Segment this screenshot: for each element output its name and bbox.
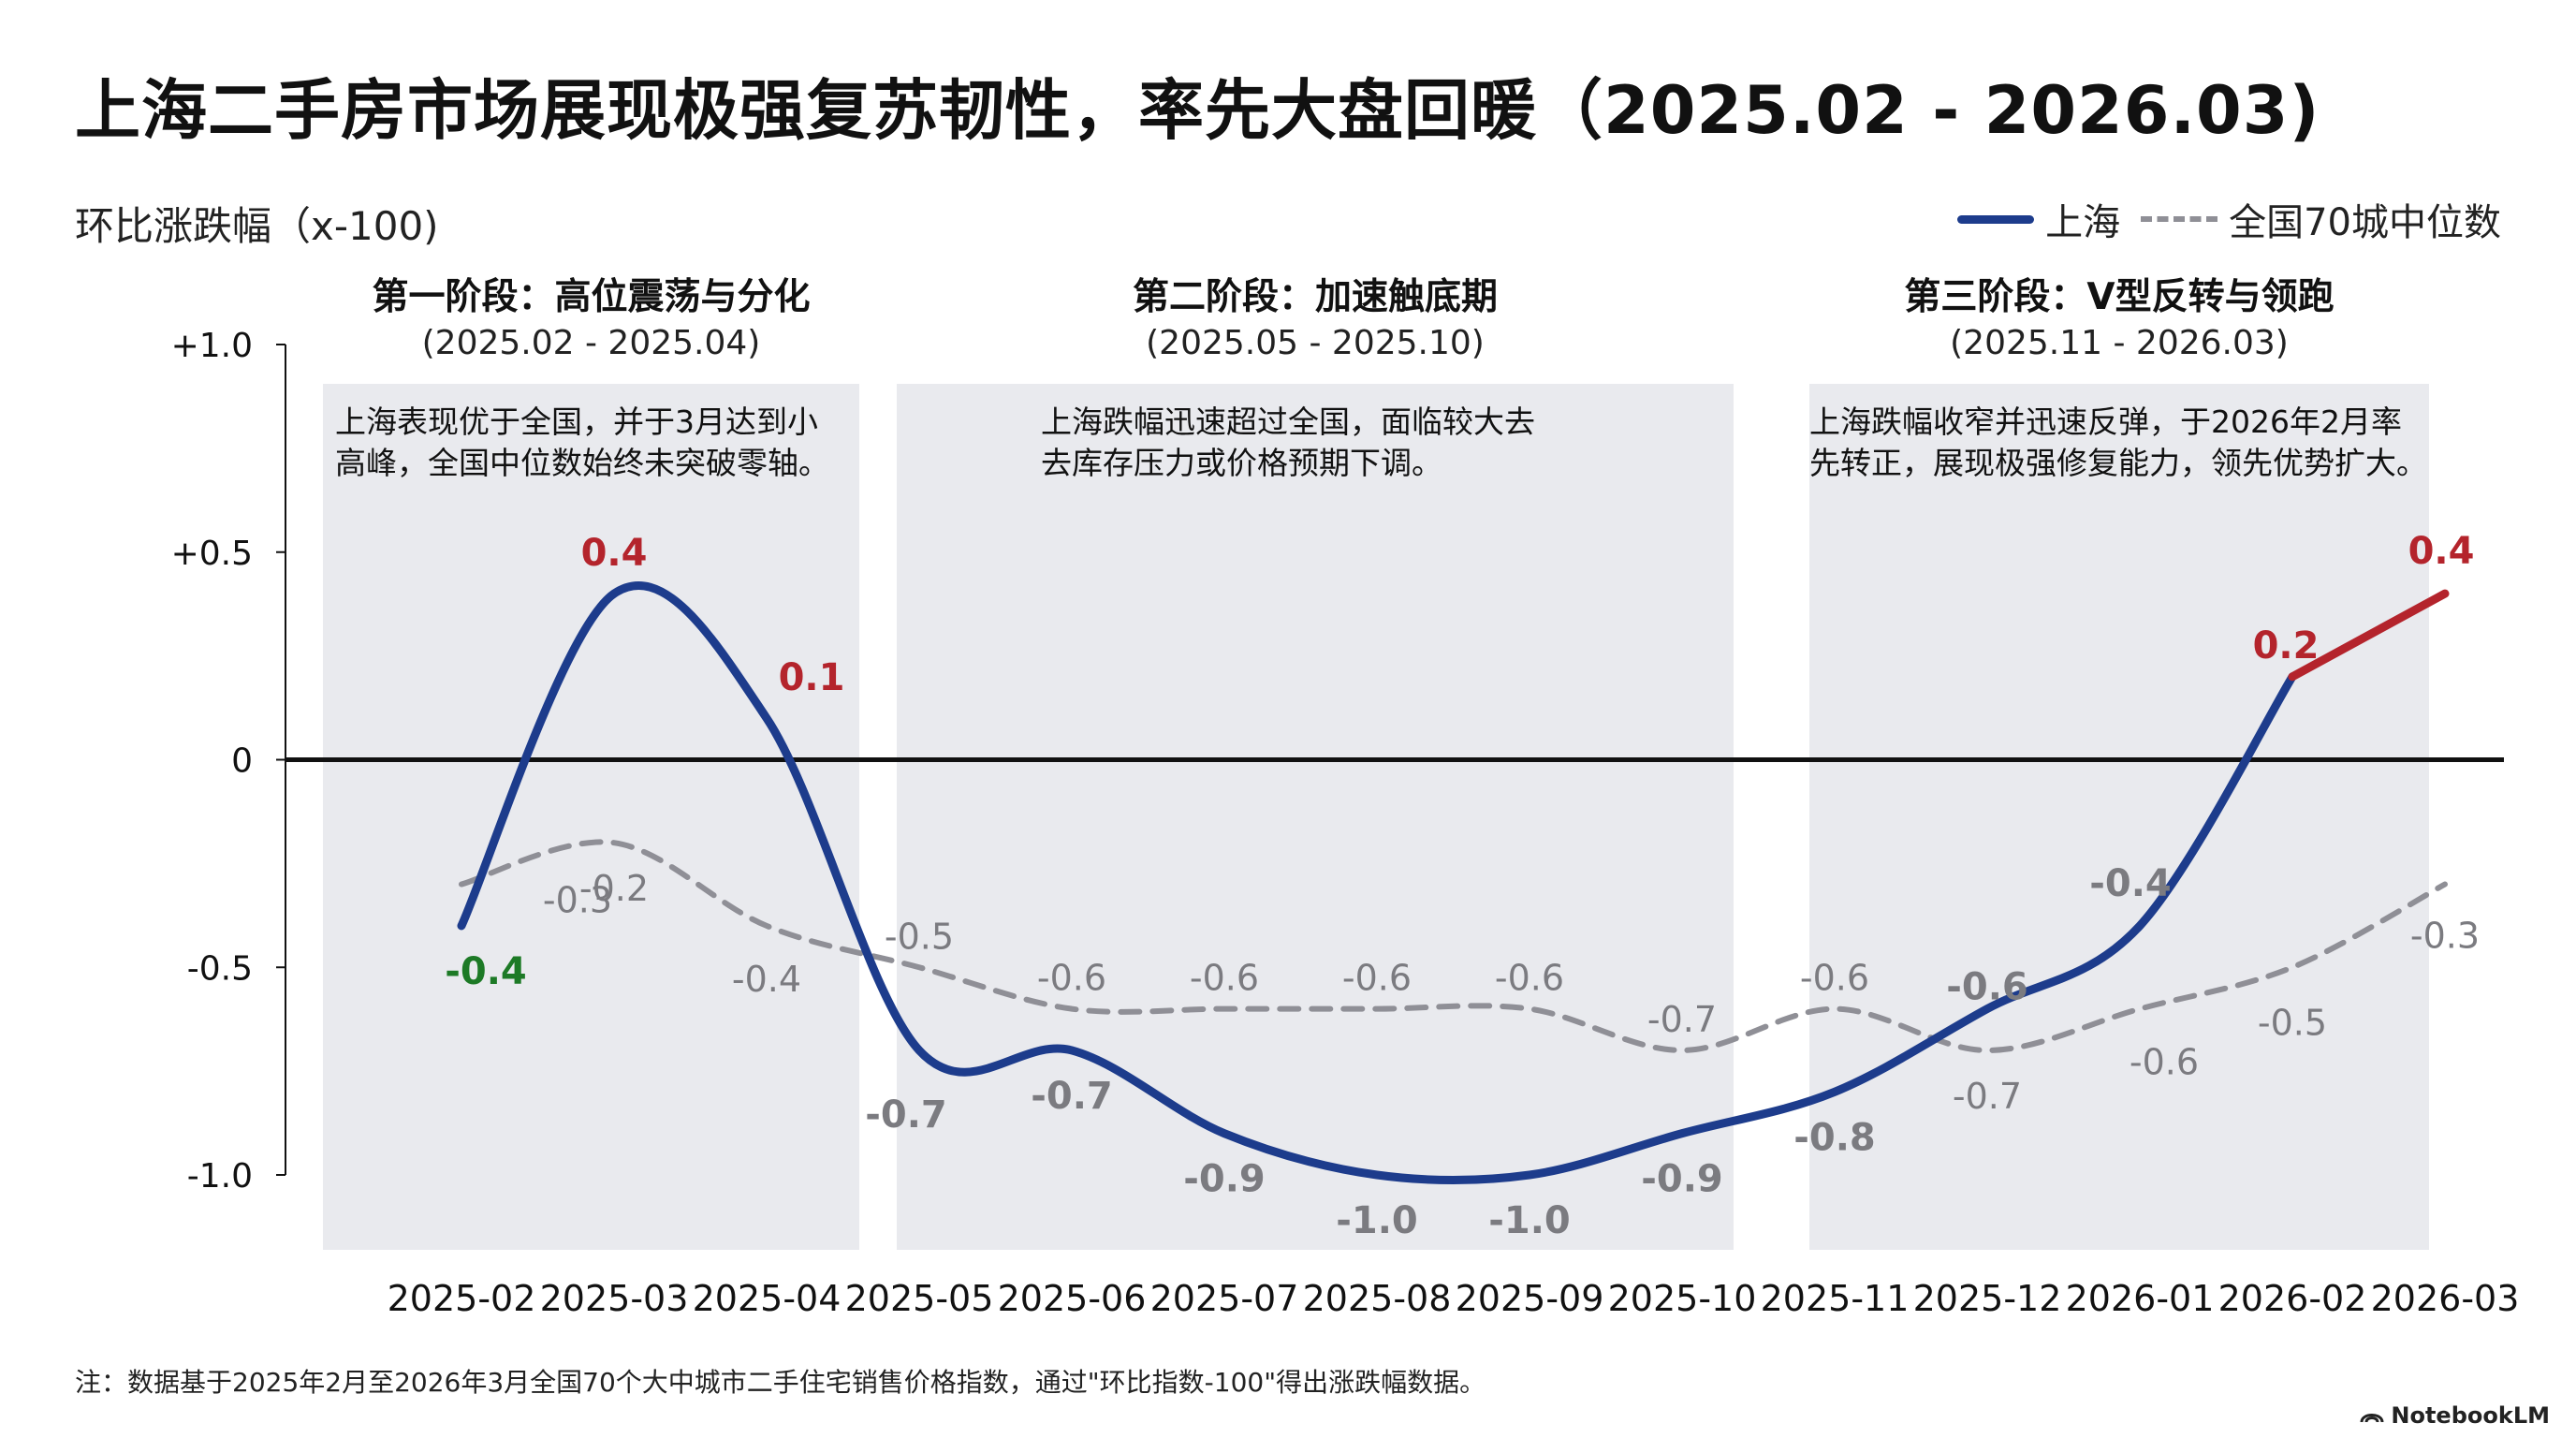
stage-title-3: 第三阶段：V型反转与领跑 [1904, 276, 2334, 318]
data-label-shanghai: -1.0 [1336, 1199, 1417, 1242]
data-label-shanghai: -0.7 [1031, 1075, 1112, 1118]
data-label-shanghai: -1.0 [1488, 1199, 1570, 1242]
legend-dashed-line-icon [2141, 216, 2218, 222]
stage-desc-2-line-1: 上海跌幅迅速超过全国，面临较大去 [1041, 404, 1535, 440]
data-label-national: -0.6 [1495, 958, 1564, 999]
data-label-national: -0.3 [543, 880, 612, 921]
x-tick-label: 2025-11 [1761, 1278, 1910, 1319]
x-tick-label: 2025-02 [388, 1278, 536, 1319]
data-label-national: -0.5 [885, 916, 954, 957]
legend-item-national: 全国70城中位数 [2141, 192, 2501, 246]
legend-label-national: 全国70城中位数 [2229, 201, 2501, 244]
data-label-shanghai: -0.9 [1183, 1158, 1265, 1201]
legend-label-shanghai: 上海 [2045, 201, 2121, 244]
data-label-shanghai: 0.4 [2408, 530, 2475, 573]
stage-range-2: (2025.05 - 2025.10) [1146, 324, 1485, 362]
data-label-shanghai: -0.4 [445, 950, 526, 993]
x-tick-label: 2026-03 [2371, 1278, 2520, 1319]
stage-desc-3-line-1: 上海跌幅收窄并迅速反弹，于2026年2月率 [1809, 404, 2402, 440]
legend-solid-line-icon [1957, 214, 2035, 224]
stage-title-2: 第二阶段：加速触底期 [1133, 276, 1498, 318]
footnote: 注：数据基于2025年2月至2026年3月全国70个大中城市二手住宅销售价格指数… [75, 1367, 1486, 1398]
stage-desc-3-line-2: 先转正，展现极强修复能力，领先优势扩大。 [1809, 445, 2427, 481]
x-tick-label: 2025-08 [1303, 1278, 1452, 1319]
notebooklm-logo-icon [2360, 1414, 2384, 1423]
data-label-national: -0.7 [1953, 1076, 2022, 1117]
stage-range-3: (2025.11 - 2026.03) [1950, 324, 2289, 362]
data-label-shanghai: -0.4 [2089, 862, 2171, 905]
data-label-national: -0.6 [1190, 958, 1259, 999]
data-label-national: -0.2 [579, 868, 649, 909]
data-label-national: -0.7 [1647, 999, 1717, 1040]
data-label-national: -0.6 [1800, 958, 1869, 999]
data-label-national: -0.6 [1037, 958, 1106, 999]
data-label-shanghai: -0.8 [1793, 1116, 1875, 1159]
x-tick-label: 2025-04 [693, 1278, 842, 1319]
x-tick-label: 2025-06 [998, 1278, 1147, 1319]
data-label-shanghai: -0.7 [865, 1093, 946, 1137]
stage-desc-2-line-2: 去库存压力或价格预期下调。 [1041, 445, 1442, 481]
x-tick-label: 2025-03 [540, 1278, 689, 1319]
data-label-national: -0.6 [1342, 958, 1412, 999]
stage-range-1: (2025.02 - 2025.04) [422, 324, 761, 362]
data-label-national: -0.6 [2130, 1042, 2199, 1083]
series-line-shanghai [457, 581, 2297, 1185]
data-label-shanghai: 0.4 [581, 532, 648, 575]
series-line-national [459, 839, 2448, 1053]
x-tick-label: 2025-10 [1608, 1278, 1757, 1319]
x-tick-label: 2025-12 [1913, 1278, 2062, 1319]
stage-panel-3 [1809, 384, 2429, 1250]
x-tick-label: 2025-05 [845, 1278, 994, 1319]
x-tick-label: 2026-01 [2066, 1278, 2215, 1319]
brand-label: NotebookLM [2391, 1402, 2550, 1429]
x-tick-label: 2025-09 [1456, 1278, 1604, 1319]
x-tick-label: 2026-02 [2218, 1278, 2367, 1319]
x-tick-label: 2025-07 [1150, 1278, 1299, 1319]
stage-desc-1-line-1: 上海表现优于全国，并于3月达到小 [335, 404, 818, 440]
stage-desc-1-line-2: 高峰，全国中位数始终未突破零轴。 [335, 445, 829, 481]
legend-item-shanghai: 上海 [1957, 192, 2120, 246]
data-label-national: -0.3 [2410, 916, 2480, 957]
data-label-shanghai: 0.2 [2253, 624, 2320, 668]
data-label-shanghai: -0.6 [1946, 966, 2027, 1009]
stage-panel-2 [897, 384, 1734, 1250]
chart-title: 上海二手房市场展现极强复苏韧性，率先大盘回暖（2025.02 - 2026.03… [75, 72, 2320, 149]
stage-title-1: 第一阶段：高位震荡与分化 [372, 276, 810, 318]
legend: 上海 全国70城中位数 [1957, 192, 2501, 246]
series-line-shanghai-recent [2288, 589, 2450, 682]
data-label-shanghai: 0.1 [779, 656, 845, 699]
brand: NotebookLM [2359, 1402, 2550, 1429]
data-label-national: -0.5 [2258, 1002, 2327, 1043]
data-label-shanghai: -0.9 [1641, 1158, 1722, 1201]
y-tick-label: +0.5 [171, 535, 253, 573]
data-label-national: -0.4 [732, 959, 801, 1000]
stage-panels [323, 384, 2429, 1250]
y-tick-label: +1.0 [171, 327, 253, 365]
stage-panel-1 [323, 384, 859, 1250]
y-tick-label: -0.5 [187, 949, 253, 988]
y-tick-label: -1.0 [187, 1157, 253, 1196]
y-axis-label: 环比涨跌幅（x-100) [75, 203, 439, 249]
y-tick-label: 0 [231, 742, 253, 781]
